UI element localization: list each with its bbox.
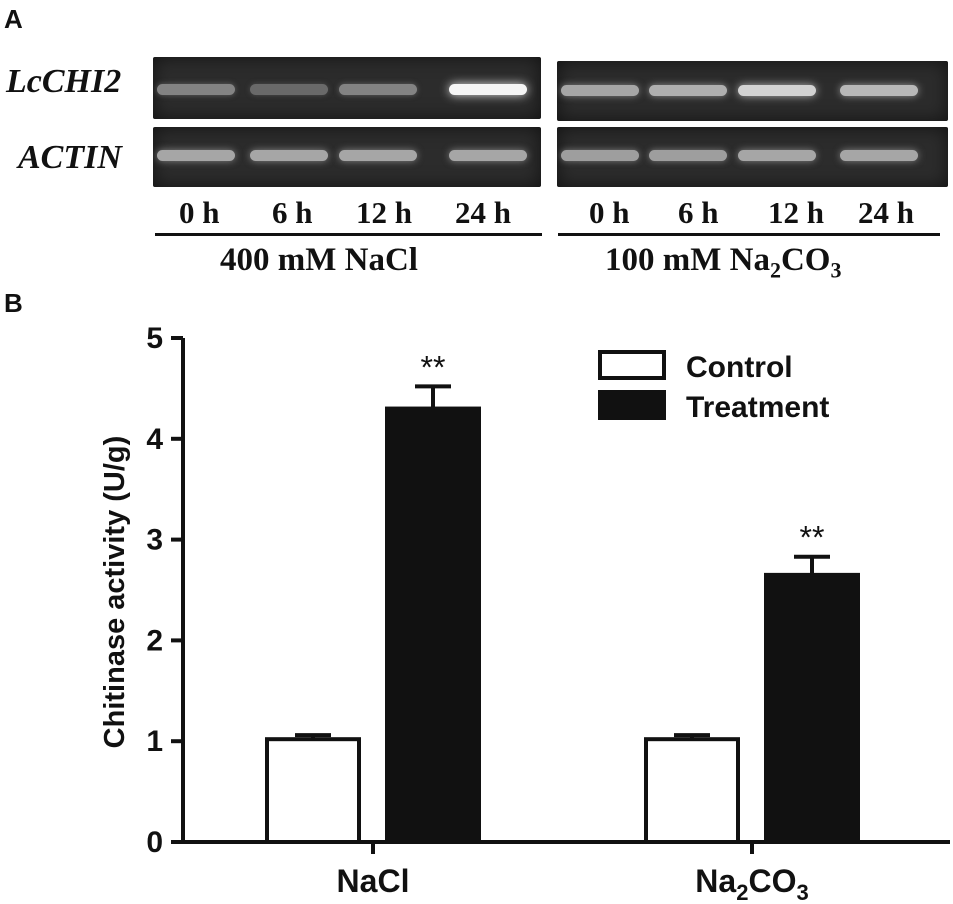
condition-label-na2co3: 100 mM Na2CO3 [605,242,842,283]
gel-band [840,150,918,161]
gel-na2co3-actin [557,127,948,187]
legend-label-treatment: Treatment [686,391,829,424]
gel-nacl-actin [153,127,541,187]
x-tick-label: Na2CO3 [695,863,808,904]
gel-band [840,85,918,96]
panel-b-letter: B [4,288,23,318]
gel-band [561,150,639,161]
gel-band [157,150,235,161]
gel-band [339,84,417,95]
lane-label: 6 h [678,195,719,230]
gel-band [339,150,417,161]
chart-bars: ** ** [265,349,860,845]
gel-band [157,84,235,95]
chart-legend: Control Treatment [598,350,829,424]
y-tick-label: 2 [146,624,163,657]
gel-band [561,85,639,96]
gel-band [649,150,727,161]
bar-treatment [385,406,481,844]
gel-band [738,85,816,96]
panel-a-letter: A [4,4,23,34]
bar-control [265,737,361,845]
legend-swatch-treatment [598,390,666,420]
bar-treatment [764,572,860,844]
y-tick-label: 0 [146,826,163,859]
condition-label-nacl: 400 mM NaCl [220,242,418,278]
significance-mark: ** [800,520,825,556]
y-tick-label: 1 [146,725,163,758]
x-tick-label: NaCl [337,863,410,899]
condition-bracket-na2co3 [558,233,940,236]
chart-axes: 0 1 2 3 4 5 Chitinase activity (U/g) NaCl Na2CO3 [99,322,950,904]
y-tick-label: 4 [146,423,163,456]
legend-swatch-control [598,350,666,380]
lane-label: 6 h [272,195,313,230]
gel-band [250,150,328,161]
condition-bracket-nacl [155,233,542,236]
gel-band [649,85,727,96]
gene-label-lcchi2: LcCHI2 [6,63,122,100]
significance-mark: ** [421,349,446,385]
y-axis-label: Chitinase activity (U/g) [99,436,131,749]
y-tick-label: 5 [146,322,163,355]
gel-nacl-lcchi2 [153,57,541,119]
y-tick-label: 3 [146,524,163,557]
legend-label-control: Control [686,351,793,384]
lane-label: 0 h [589,195,630,230]
gel-band [449,150,527,161]
lane-label: 0 h [179,195,220,230]
gel-band [738,150,816,161]
lane-label: 12 h [356,195,412,230]
gene-label-actin: ACTIN [18,139,122,176]
bar-control [644,737,740,845]
gel-band [449,84,527,95]
lane-label: 24 h [858,195,914,230]
gel-na2co3-lcchi2 [557,61,948,121]
lane-label: 12 h [768,195,824,230]
gel-band [250,84,328,95]
lane-label: 24 h [455,195,511,230]
